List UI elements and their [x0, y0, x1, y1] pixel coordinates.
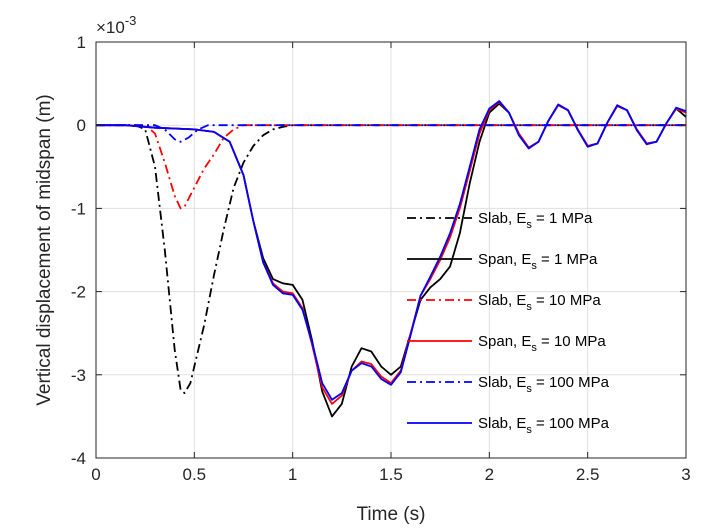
- y-tick-label: -4: [71, 449, 86, 468]
- legend-entry-3: Slab, Es = 10 MPa: [478, 292, 601, 313]
- x-axis-label: Time (s): [357, 504, 426, 525]
- y-tick-label: -2: [71, 283, 86, 302]
- series-line-1: [96, 124, 686, 394]
- legend: Slab, Es = 1 MPa Span, Es = 1 MPa Slab, Es…: [407, 210, 610, 436]
- legend-entry-2: Span, Es = 1 MPa: [478, 251, 598, 272]
- x-tick-label: 2.5: [576, 465, 600, 484]
- legend-entry-1: Slab, Es = 1 MPa: [478, 210, 593, 231]
- legend-entry-6: Slab, Es = 100 MPa: [478, 415, 610, 436]
- x-tick-label: 1.5: [379, 465, 403, 484]
- series-line-3: [96, 124, 686, 210]
- series-line-5: [96, 124, 686, 143]
- y-tick-label: -1: [71, 199, 86, 218]
- x-tick-label: 1: [288, 465, 297, 484]
- y-tick-label: -3: [71, 366, 86, 385]
- x-tick-label: 3: [681, 465, 690, 484]
- series-line-6: [96, 100, 687, 401]
- x-tick-label: 2: [485, 465, 494, 484]
- axes: [95, 41, 687, 459]
- x-tick-label: 0: [91, 465, 100, 484]
- y-axis-exponent: ×10-3: [96, 13, 136, 37]
- x-tick-label: 0.5: [183, 465, 207, 484]
- series-lines: [96, 100, 687, 418]
- legend-entry-5: Slab, Es = 100 MPa: [478, 374, 610, 395]
- y-axis-label: Vertical displacement of midspan (m): [34, 94, 55, 406]
- legend-entry-4: Span, Es = 10 MPa: [478, 333, 606, 354]
- y-tick-label: 0: [77, 116, 86, 135]
- y-tick-label: 1: [77, 33, 86, 52]
- tick-labels: 0 0.5 1 1.5 2 2.5 3 -4 -3 -2 -1 0 1: [71, 33, 691, 484]
